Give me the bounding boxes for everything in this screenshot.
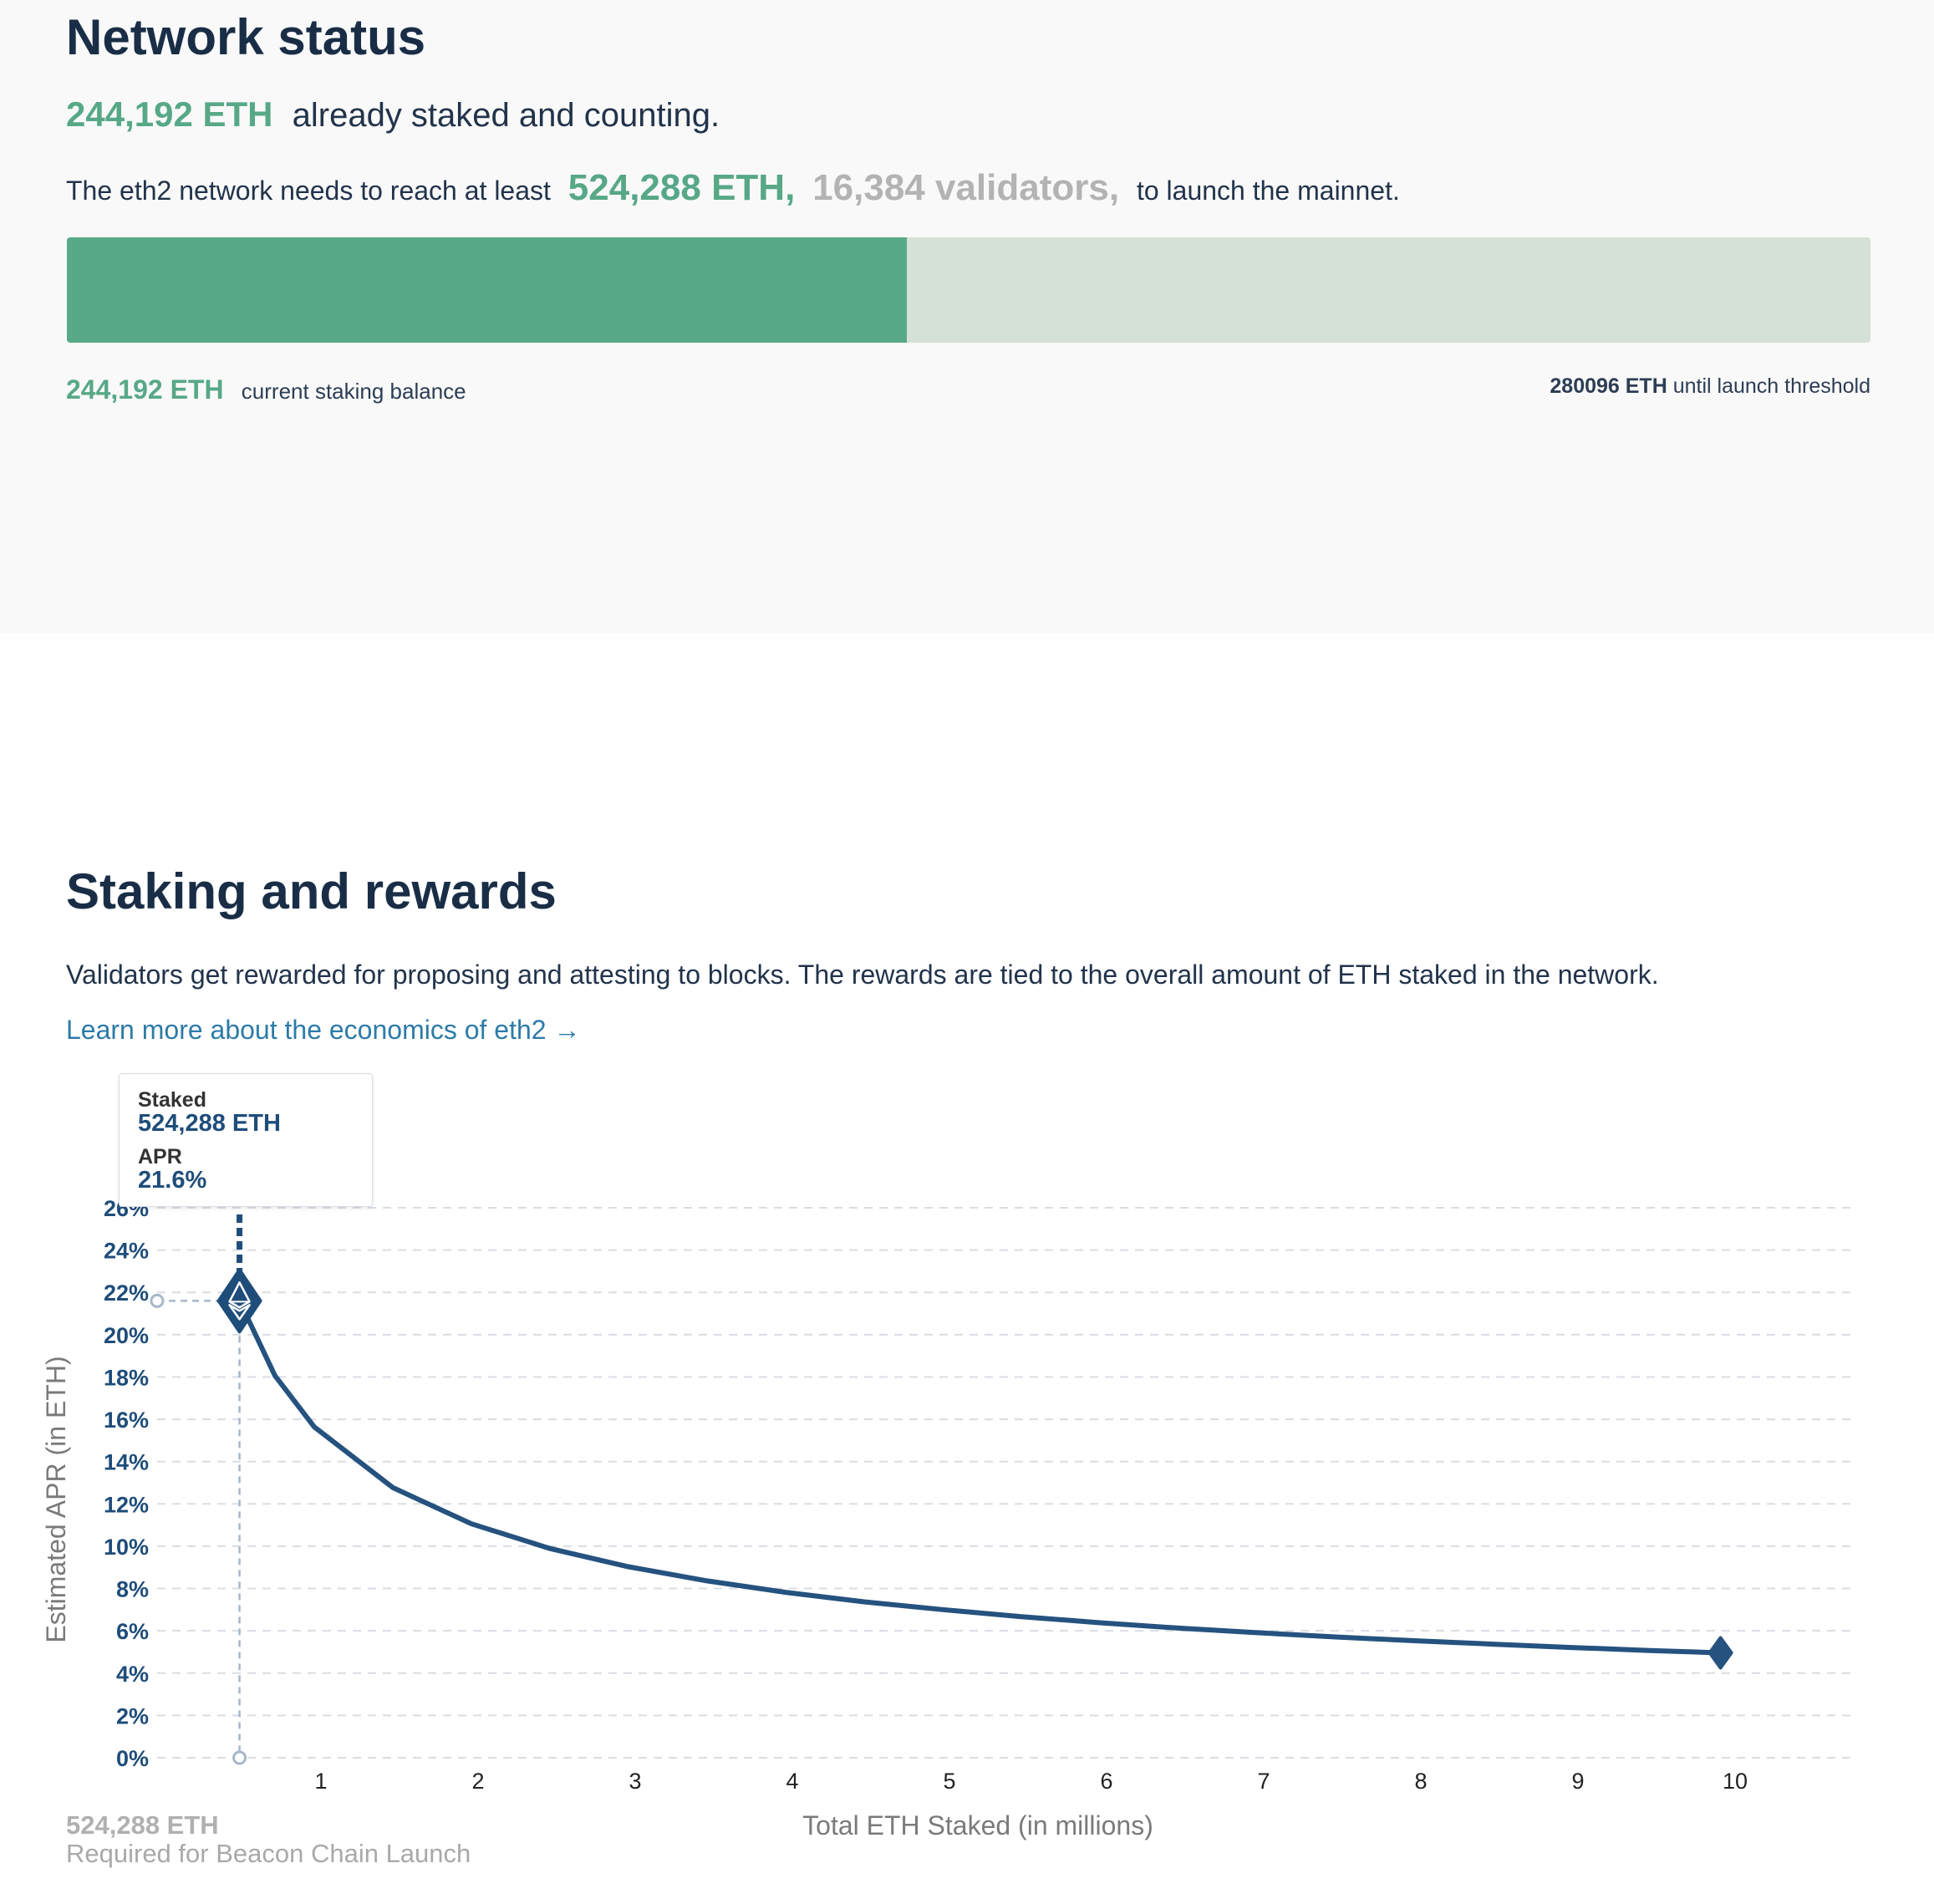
x-tick-label: 6 [1100,1769,1112,1794]
y-guide-endpoint [150,1293,165,1308]
requirement-prefix: The eth2 network needs to reach at least [66,176,551,206]
remaining-label: until launch threshold [1672,374,1870,398]
y-tick-label: 16% [104,1408,149,1433]
required-eth-value: 524,288 ETH [66,1810,219,1840]
y-tick-label: 8% [116,1577,149,1602]
chart-grid [157,1207,1850,1759]
y-tick-label: 12% [104,1492,149,1517]
x-tick-label: 4 [786,1769,798,1794]
current-balance: 244,192 ETH current staking balance [66,374,466,405]
x-axis-ticks: 1 2 3 4 5 6 7 8 9 10 [314,1769,1748,1794]
highlight-guides [150,1214,247,1765]
remaining-value: 280096 ETH [1550,374,1667,398]
y-tick-label: 0% [116,1746,149,1771]
current-balance-value: 244,192 ETH [66,374,224,405]
y-axis-ticks: 0%2%4%6%8%10%12%14%16%18%20%22%24%26% [104,1196,149,1771]
remaining-balance: 280096 ETH until launch threshold [1550,374,1870,399]
staking-progress-fill [67,237,908,343]
x-tick-label: 8 [1414,1769,1427,1794]
network-status-section: Network status 244,192 ETH already stake… [0,0,1934,634]
x-tick-label: 1 [314,1769,327,1794]
y-tick-label: 22% [104,1280,149,1306]
eth-glyph-top [228,1281,251,1309]
chart-tooltip: Staked 524,288 ETH APR 21.6% [119,1073,373,1207]
staked-amount: 244,192 ETH [66,94,273,134]
x-tick-label: 9 [1571,1769,1584,1794]
y-tick-label: 20% [104,1323,149,1348]
x-tick-label: 5 [943,1769,955,1794]
x-tick-label: 3 [629,1769,641,1794]
staking-progress-bar [67,237,1870,343]
x-guide-endpoint [232,1750,247,1765]
launch-requirement: The eth2 network needs to reach at least… [66,167,1400,209]
staking-rewards-title: Staking and rewards [66,863,557,919]
x-tick-label: 7 [1257,1769,1270,1794]
y-tick-label: 4% [116,1662,149,1687]
y-tick-label: 2% [116,1703,149,1728]
current-balance-label: current staking balance [241,379,466,404]
tooltip-apr-value: 21.6% [138,1167,207,1194]
y-tick-label: 10% [104,1535,149,1560]
requirement-suffix: to launch the mainnet. [1136,176,1400,206]
apr-curve-line [237,1298,1723,1656]
y-tick-label: 24% [104,1239,149,1264]
y-tick-label: 18% [104,1365,149,1390]
x-axis-label: Total ETH Staked (in millions) [802,1810,1153,1840]
tooltip-apr-label: APR [138,1145,182,1168]
staked-summary: 244,192 ETH already staked and counting. [66,94,720,135]
y-tick-label: 6% [116,1619,149,1644]
threshold-validators: 16,384 validators, [812,167,1120,208]
end-marker-diamond [1708,1636,1733,1670]
y-tick-label: 14% [104,1450,149,1475]
network-status-title: Network status [66,9,426,65]
tooltip-staked-value: 524,288 ETH [138,1110,281,1137]
staking-rewards-description: Validators get rewarded for proposing an… [66,960,1659,990]
required-eth-label: Required for Beacon Chain Launch [66,1839,471,1868]
x-tick-label: 10 [1723,1769,1748,1794]
y-axis-label: Estimated APR (in ETH) [41,1356,71,1642]
x-tick-label: 2 [471,1769,484,1794]
staked-suffix: already staked and counting. [292,97,720,134]
eth-glyph-bottom [228,1304,251,1321]
ethereum-diamond-icon[interactable] [216,1268,262,1334]
threshold-eth: 524,288 ETH, [567,167,796,208]
economics-link[interactable]: Learn more about the economics of eth2 → [66,1015,581,1045]
tooltip-staked-label: Staked [138,1088,206,1112]
curve-end-marker[interactable] [1708,1636,1733,1670]
